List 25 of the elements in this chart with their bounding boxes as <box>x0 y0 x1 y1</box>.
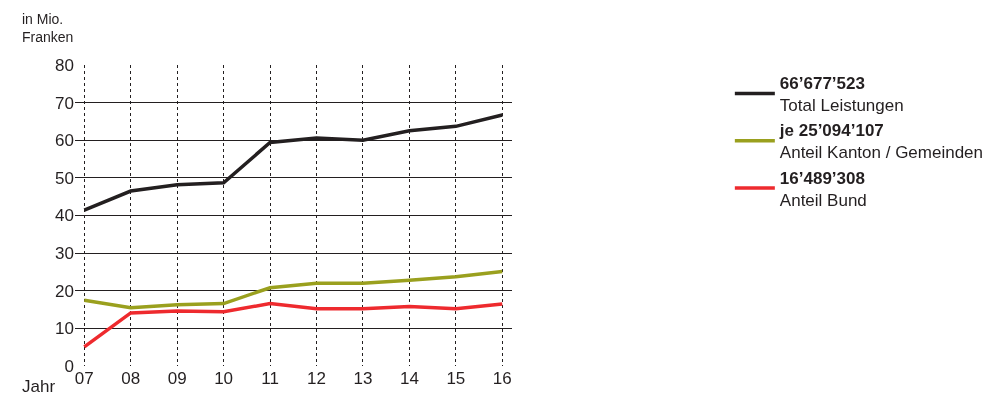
y-tick-label: 20 <box>55 281 74 301</box>
y-tick-label: 0 <box>64 356 74 376</box>
y-tick-label: 30 <box>55 244 74 264</box>
x-tick-label: 12 <box>307 369 326 388</box>
line-series <box>82 301 505 349</box>
legend-label: 16’489’308 Anteil Bund <box>779 168 867 210</box>
y-tick-label: 60 <box>55 131 74 151</box>
x-tick-label: 08 <box>121 369 141 388</box>
x-tick-label: 16 <box>492 369 512 388</box>
y-tick-label: 80 <box>55 55 74 75</box>
y-tick-label: 10 <box>55 319 74 339</box>
x-axis-title: Jahr <box>22 377 56 396</box>
x-tick-label: 14 <box>399 369 419 388</box>
x-tick-label: 07 <box>74 369 94 388</box>
x-tick-label: 13 <box>353 369 373 388</box>
x-tick-label: 09 <box>167 369 187 388</box>
y-tick-label: 50 <box>55 168 74 188</box>
x-tick-label: 10 <box>214 369 234 388</box>
y-axis-title: in Mio. Franken <box>22 11 74 46</box>
x-tick-label: 15 <box>446 369 466 388</box>
y-tick-label: 40 <box>55 206 74 226</box>
x-tick-label: 11 <box>261 369 279 388</box>
line-series <box>82 269 505 310</box>
legend-label: je 25’094’107 Anteil Kanton / Gemeinden <box>778 121 984 163</box>
y-tick-label: 70 <box>55 93 74 113</box>
